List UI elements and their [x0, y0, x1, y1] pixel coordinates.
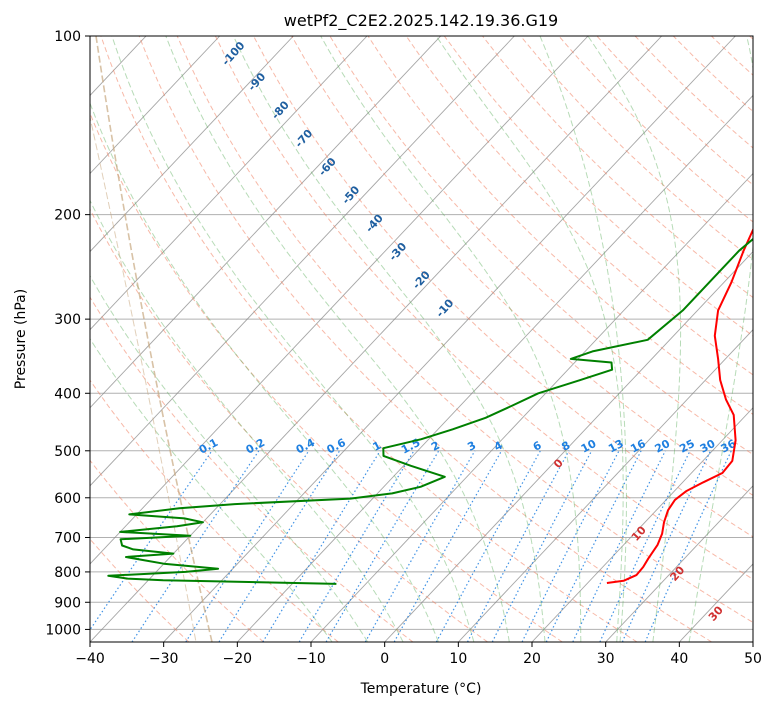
y-tick-label: 600	[54, 491, 81, 507]
y-tick-label: 1000	[45, 622, 81, 638]
x-tick-label: −30	[149, 651, 179, 667]
y-tick-label: 800	[54, 565, 81, 581]
y-tick-label: 200	[54, 208, 81, 224]
x-tick-label: 50	[744, 651, 762, 667]
x-tick-label: −20	[223, 651, 253, 667]
x-axis-label: Temperature (°C)	[360, 681, 482, 697]
x-tick-label: 10	[449, 651, 467, 667]
y-tick-label: 100	[54, 29, 81, 45]
y-axis-label: Pressure (hPa)	[13, 289, 29, 389]
x-tick-label: 40	[670, 651, 688, 667]
y-tick-label: 400	[54, 386, 81, 402]
x-tick-label: 30	[597, 651, 615, 667]
y-tick-label: 700	[54, 531, 81, 547]
x-tick-label: −10	[296, 651, 326, 667]
x-tick-label: 0	[380, 651, 389, 667]
y-tick-label: 300	[54, 312, 81, 328]
x-tick-label: 20	[523, 651, 541, 667]
y-tick-label: 500	[54, 444, 81, 460]
x-tick-label: −40	[75, 651, 105, 667]
y-tick-label: 900	[54, 595, 81, 611]
chart-title: wetPf2_C2E2.2025.142.19.36.G19	[284, 11, 558, 31]
